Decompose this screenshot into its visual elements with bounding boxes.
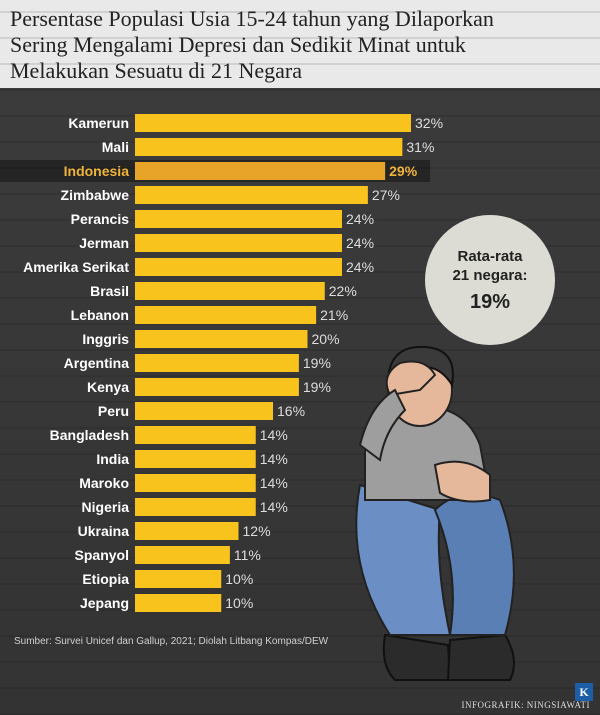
value-label: 24%	[346, 259, 374, 275]
value-label: 11%	[234, 547, 261, 563]
bar	[135, 402, 273, 420]
value-label: 14%	[260, 475, 288, 491]
bar	[135, 330, 308, 348]
bar	[135, 210, 342, 228]
category-label: Etiopia	[82, 571, 129, 587]
category-label: Perancis	[71, 211, 130, 227]
category-label: Nigeria	[82, 499, 130, 515]
bar	[135, 162, 386, 180]
category-label: Peru	[98, 403, 129, 419]
bar	[135, 306, 317, 324]
category-label: Amerika Serikat	[23, 259, 129, 275]
value-label: 19%	[303, 355, 331, 371]
value-label: 16%	[277, 403, 305, 419]
value-label: 32%	[415, 115, 443, 131]
value-label: 14%	[260, 451, 288, 467]
category-label: Brasil	[90, 283, 129, 299]
average-label-line-1: Rata-rata	[457, 247, 523, 265]
category-label: Jerman	[79, 235, 129, 251]
bar	[135, 522, 239, 540]
category-label: Inggris	[82, 331, 129, 347]
category-label: India	[96, 451, 129, 467]
bar	[135, 282, 325, 300]
value-label: 20%	[312, 331, 340, 347]
sad-person-illustration	[355, 345, 515, 681]
value-label: 24%	[346, 211, 374, 227]
category-label: Kenya	[87, 379, 129, 395]
bar	[135, 354, 299, 372]
bar	[135, 570, 222, 588]
bar	[135, 498, 256, 516]
publisher-logo: K	[575, 683, 593, 701]
category-label: Lebanon	[71, 307, 129, 323]
bar	[135, 234, 342, 252]
value-label: 29%	[389, 163, 418, 179]
value-label: 14%	[260, 499, 288, 515]
value-label: 14%	[260, 427, 288, 443]
bar	[135, 138, 403, 156]
average-label-line-2: 21 negara:	[452, 266, 528, 284]
value-label: 12%	[243, 523, 271, 539]
category-label: Bangladesh	[50, 427, 129, 443]
title-line-1: Persentase Populasi Usia 15-24 tahun yan…	[10, 6, 494, 31]
bar	[135, 594, 222, 612]
average-callout: Rata-rata 21 negara: 19%	[425, 215, 555, 345]
value-label: 22%	[329, 283, 357, 299]
value-label: 24%	[346, 235, 374, 251]
category-label: Ukraina	[78, 523, 130, 539]
category-label: Spanyol	[75, 547, 129, 563]
category-label: Argentina	[64, 355, 130, 371]
value-label: 21%	[320, 307, 348, 323]
bar	[135, 474, 256, 492]
value-label: 10%	[225, 571, 253, 587]
bar	[135, 114, 411, 132]
infographic-credit: INFOGRAFIK: NINGSIAWATI	[461, 700, 590, 710]
bar	[135, 378, 299, 396]
title-line-2: Sering Mengalami Depresi dan Sedikit Min…	[10, 32, 466, 57]
value-label: 19%	[303, 379, 331, 395]
bar	[135, 186, 368, 204]
value-label: 27%	[372, 187, 400, 203]
category-label: Zimbabwe	[61, 187, 130, 203]
chart-title: Persentase Populasi Usia 15-24 tahun yan…	[10, 6, 570, 84]
category-label: Jepang	[80, 595, 129, 611]
category-label: Kamerun	[68, 115, 129, 131]
bar	[135, 546, 230, 564]
source-note: Sumber: Survei Unicef dan Gallup, 2021; …	[14, 636, 329, 647]
bar	[135, 426, 256, 444]
category-label: Maroko	[79, 475, 129, 491]
bar	[135, 450, 256, 468]
value-label: 10%	[225, 595, 253, 611]
value-label: 31%	[406, 139, 434, 155]
average-value: 19%	[469, 290, 511, 313]
category-label: Mali	[102, 139, 129, 155]
bar	[135, 258, 342, 276]
title-line-3: Melakukan Sesuatu di 21 Negara	[10, 58, 303, 83]
category-label: Indonesia	[64, 163, 130, 179]
